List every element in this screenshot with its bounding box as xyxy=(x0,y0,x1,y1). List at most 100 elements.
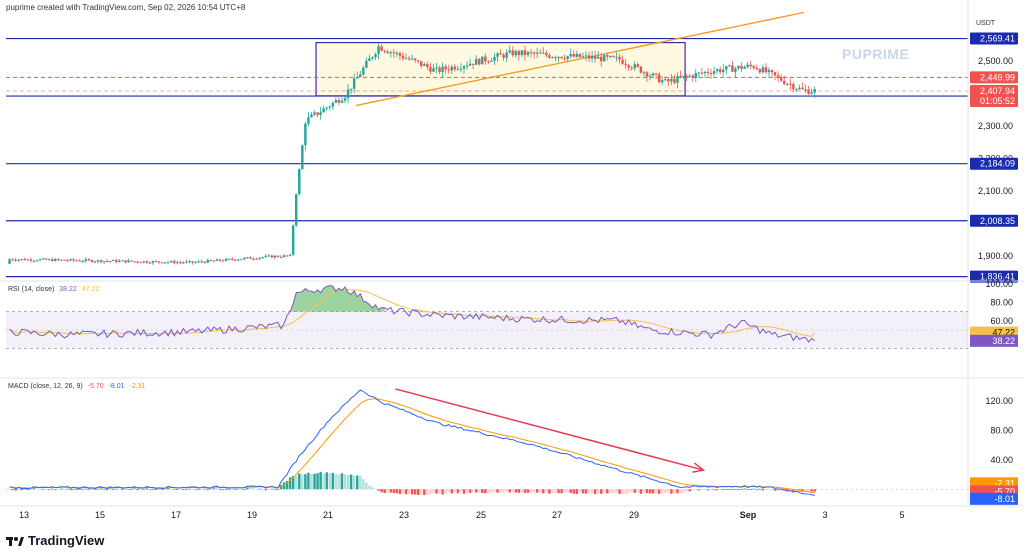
macd-histogram-bar xyxy=(124,489,127,491)
candle-body xyxy=(743,67,746,69)
candle-body xyxy=(786,83,789,85)
macd-histogram-bar xyxy=(359,475,362,490)
macd-histogram-bar xyxy=(514,489,518,493)
candle-body xyxy=(197,261,200,263)
macd-title: MACD (close, 12, 26, 9) xyxy=(8,383,83,390)
macd-histogram-bar xyxy=(72,489,75,490)
candle-body xyxy=(200,261,203,263)
candle-body xyxy=(230,258,234,260)
candle-body xyxy=(118,260,121,263)
candle-body xyxy=(295,194,298,226)
macd-histogram-bar xyxy=(93,489,97,491)
macd-histogram-bar xyxy=(496,489,499,493)
candle-body xyxy=(41,258,45,260)
candle-body xyxy=(783,80,786,85)
macd-histogram-bar xyxy=(764,489,768,491)
candle-body xyxy=(407,58,411,60)
macd-histogram-bar xyxy=(295,476,298,490)
candle-body xyxy=(328,106,331,108)
candle-body xyxy=(191,261,194,263)
candle-body xyxy=(26,259,30,261)
candle-body xyxy=(365,60,368,68)
macd-histogram-bar xyxy=(173,489,176,491)
macd-histogram-bar xyxy=(499,489,502,493)
rsi-tag-label: 38.22 xyxy=(992,336,1015,346)
candle-body xyxy=(462,66,466,69)
candle-body xyxy=(343,98,347,101)
macd-histogram-bar xyxy=(645,489,649,494)
candle-body xyxy=(468,63,472,66)
candle-body xyxy=(124,260,127,263)
macd-histogram-bar xyxy=(349,474,353,490)
candle-body xyxy=(383,50,386,52)
macd-histogram-bar xyxy=(188,488,191,490)
macd-histogram-bar xyxy=(221,489,225,490)
candle-body xyxy=(84,259,87,262)
macd-histogram-bar xyxy=(722,489,725,491)
candle-body xyxy=(237,259,240,261)
candle-body xyxy=(133,261,136,263)
macd-histogram-bar xyxy=(773,489,777,491)
candle-body xyxy=(426,64,429,68)
macd-histogram-bar xyxy=(526,489,530,493)
macd-histogram-bar xyxy=(35,488,39,490)
candle-body xyxy=(792,84,795,90)
macd-histogram-bar xyxy=(542,489,545,494)
candle-body xyxy=(395,52,399,54)
macd-histogram-bar xyxy=(679,489,682,494)
macd-histogram-bar xyxy=(734,489,737,490)
time-tick-label: 27 xyxy=(552,510,562,520)
tradingview-logo[interactable]: TradingView xyxy=(6,533,104,548)
macd-histogram-bar xyxy=(749,489,752,490)
candle-body xyxy=(374,54,377,58)
rsi-tag-label: 47.22 xyxy=(992,328,1015,338)
macd-histogram-bar xyxy=(502,489,505,493)
macd-histogram-bar xyxy=(148,489,152,491)
candle-body xyxy=(51,259,54,262)
candle-body xyxy=(288,254,292,256)
macd-histogram-bar xyxy=(29,489,33,491)
macd-histogram-bar xyxy=(224,489,228,491)
candle-body xyxy=(349,88,353,90)
macd-histogram-bar xyxy=(307,472,310,490)
candle-body xyxy=(600,56,603,62)
macd-histogram-bar xyxy=(166,487,170,490)
level-price-tag xyxy=(970,157,1018,170)
macd-histogram-bar xyxy=(664,489,667,493)
candle-body xyxy=(148,262,152,264)
macd-histogram-bar xyxy=(581,489,585,494)
macd-histogram-bar xyxy=(249,488,252,490)
candle-body xyxy=(35,260,39,262)
candle-body xyxy=(560,56,563,59)
time-tick-label: 23 xyxy=(399,510,409,520)
candle-body xyxy=(676,76,679,83)
candle-body xyxy=(575,53,579,57)
macd-histogram-bar xyxy=(667,489,670,493)
candle-body xyxy=(712,71,716,74)
level-price-label: 2,184.09 xyxy=(980,159,1015,169)
candle-body xyxy=(279,256,283,258)
macd-histogram-bar xyxy=(523,489,527,493)
candle-body xyxy=(234,259,237,261)
macd-histogram-bar xyxy=(374,488,377,490)
candle-body xyxy=(636,64,640,67)
macd-histogram-bar xyxy=(194,488,197,490)
candle-body xyxy=(386,51,389,54)
macd-histogram-bar xyxy=(746,489,749,491)
macd-histogram-bar xyxy=(545,489,548,493)
candle-body xyxy=(639,66,643,73)
macd-histogram-bar xyxy=(618,489,621,494)
macd-histogram-bar xyxy=(218,489,222,491)
macd-histogram-bar xyxy=(432,489,435,494)
macd-histogram-bar xyxy=(642,489,646,493)
macd-histogram-bar xyxy=(691,489,694,491)
macd-histogram-bar xyxy=(81,488,84,490)
candle-body xyxy=(667,79,670,82)
candle-body xyxy=(554,57,557,59)
candle-body xyxy=(23,259,26,261)
candle-body xyxy=(215,259,219,261)
candle-body xyxy=(224,258,228,261)
macd-histogram-bar xyxy=(413,489,417,495)
